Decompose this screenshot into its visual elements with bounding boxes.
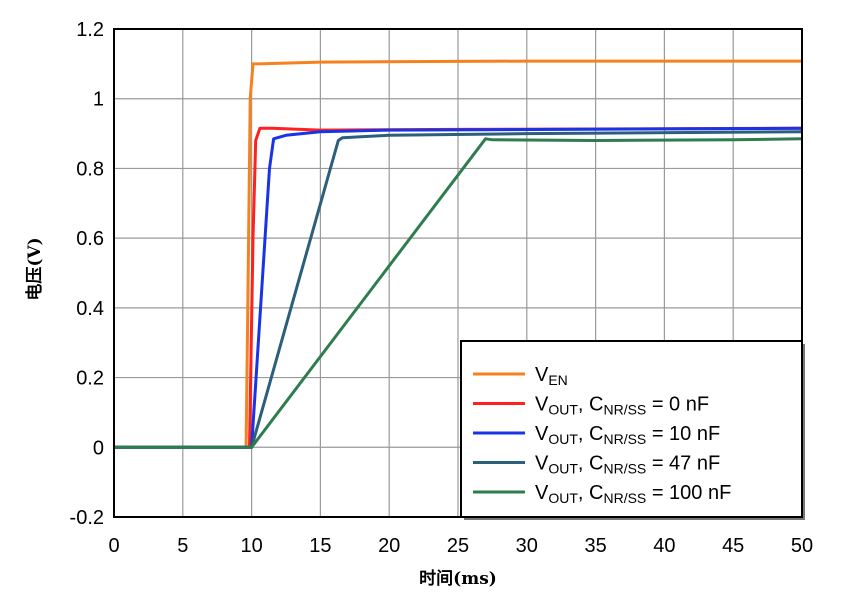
x-tick-label: 45	[722, 535, 744, 557]
x-tick-label: 5	[177, 535, 188, 557]
legend-text-part: V	[535, 364, 549, 386]
legend-label-5: VOUT, CNR/SS = 100 nF	[535, 482, 731, 506]
y-tick-label: 0	[93, 437, 104, 459]
legend-text-part: NR/SS	[603, 461, 646, 477]
legend-text-part: EN	[548, 372, 567, 388]
legend-text-part: V	[535, 482, 549, 504]
y-tick-label: -0.2	[70, 507, 104, 529]
x-axis-title: 时间(ms)	[419, 568, 497, 589]
legend-box	[460, 340, 803, 518]
legend-text-part: = 100 nF	[646, 482, 731, 504]
x-tick-label: 35	[584, 535, 606, 557]
legend-text-part: OUT	[548, 431, 578, 447]
legend-text-part: , C	[578, 423, 604, 445]
y-tick-labels: -0.2 0 0.2 0.4 0.6 0.8 1 1.2	[70, 19, 104, 529]
series-line-3	[114, 126, 803, 449]
legend-text-part: OUT	[548, 402, 578, 418]
x-tick-label: 10	[240, 535, 262, 557]
x-tick-label: 15	[309, 535, 331, 557]
x-tick-label: 40	[653, 535, 675, 557]
legend-text-part: NR/SS	[603, 431, 646, 447]
series-line-5	[114, 137, 803, 449]
x-tick-label: 25	[447, 535, 469, 557]
legend-text-part: = 0 nF	[646, 394, 709, 416]
legend-label-1: VEN	[535, 364, 568, 388]
x-tick-label: 50	[791, 535, 813, 557]
legend-text-part: , C	[578, 453, 604, 475]
x-tick-label: 30	[516, 535, 538, 557]
legend-label-2: VOUT, CNR/SS = 0 nF	[535, 394, 709, 418]
legend-text-part: NR/SS	[603, 402, 646, 418]
legend-text-part: = 47 nF	[646, 453, 720, 475]
y-tick-label: 0.4	[76, 298, 104, 320]
y-tick-label: 0.2	[76, 368, 104, 390]
legend-label-4: VOUT, CNR/SS = 47 nF	[535, 453, 720, 477]
legend-text-part: V	[535, 453, 549, 475]
y-tick-label: 0.6	[76, 228, 104, 250]
y-tick-label: 1.2	[76, 19, 104, 41]
legend-text-part: OUT	[548, 461, 578, 477]
x-tick-label: 20	[378, 535, 400, 557]
legend-text-part: V	[535, 423, 549, 445]
x-tick-labels: 0 5 10 15 20 25 30 35 40 45 50	[108, 535, 813, 557]
x-tick-label: 0	[108, 535, 119, 557]
y-tick-label: 1	[93, 89, 104, 111]
plot-frame	[113, 28, 803, 518]
series-line-1	[114, 59, 802, 449]
y-axis-title: 电压(V)	[24, 237, 45, 300]
y-tick-label: 0.8	[76, 158, 104, 180]
legend-text-part: , C	[578, 482, 604, 504]
legend-text-part: = 10 nF	[646, 423, 720, 445]
legend-text-part: , C	[578, 394, 604, 416]
legend-text-part: NR/SS	[603, 490, 646, 506]
series-lines	[114, 59, 803, 449]
legend-text-part: OUT	[548, 490, 578, 506]
legend-label-3: VOUT, CNR/SS = 10 nF	[535, 423, 720, 447]
legend-text-part: V	[535, 394, 549, 416]
